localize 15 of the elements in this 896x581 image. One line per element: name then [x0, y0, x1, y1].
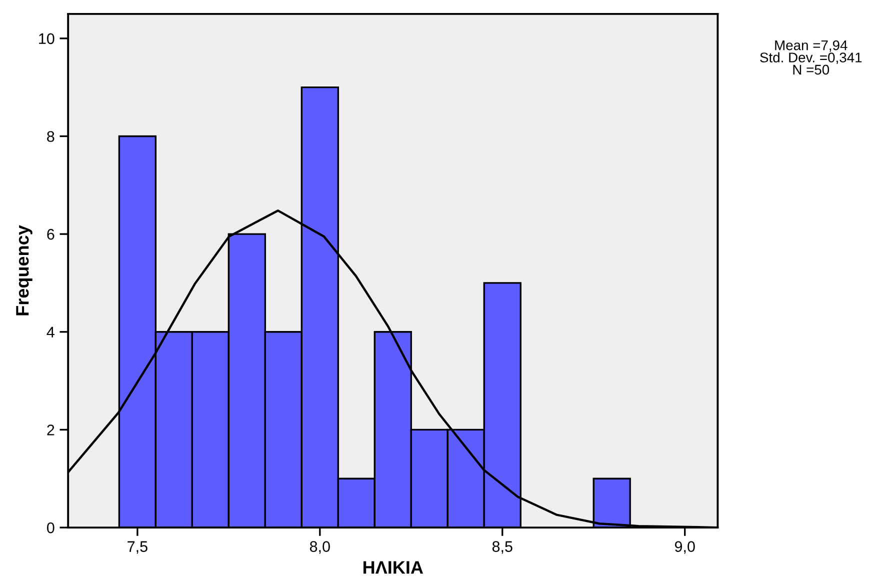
x-tick-label: 9,0 — [674, 541, 695, 554]
y-axis-title: Frequency — [16, 225, 32, 316]
x-tick-label: 8,5 — [492, 541, 512, 554]
y-tick-label: 6 — [47, 228, 54, 240]
y-tick-label: 0 — [47, 522, 54, 534]
y-tick-label: 4 — [46, 326, 54, 338]
text: Mean =7,94 — [775, 40, 848, 52]
x-axis-title: ΗΛΙΚΙΑ — [364, 561, 424, 574]
text: N =50 — [793, 64, 830, 75]
x-tick-label: 7,5 — [128, 541, 148, 554]
y-tick-label: 8 — [47, 131, 54, 142]
text: Std. Dev. =0,341 — [760, 52, 862, 64]
y-tick-label: 10 — [39, 33, 54, 44]
y-tick-label: 2 — [47, 424, 54, 436]
x-tick-label: 8,0 — [310, 541, 330, 554]
